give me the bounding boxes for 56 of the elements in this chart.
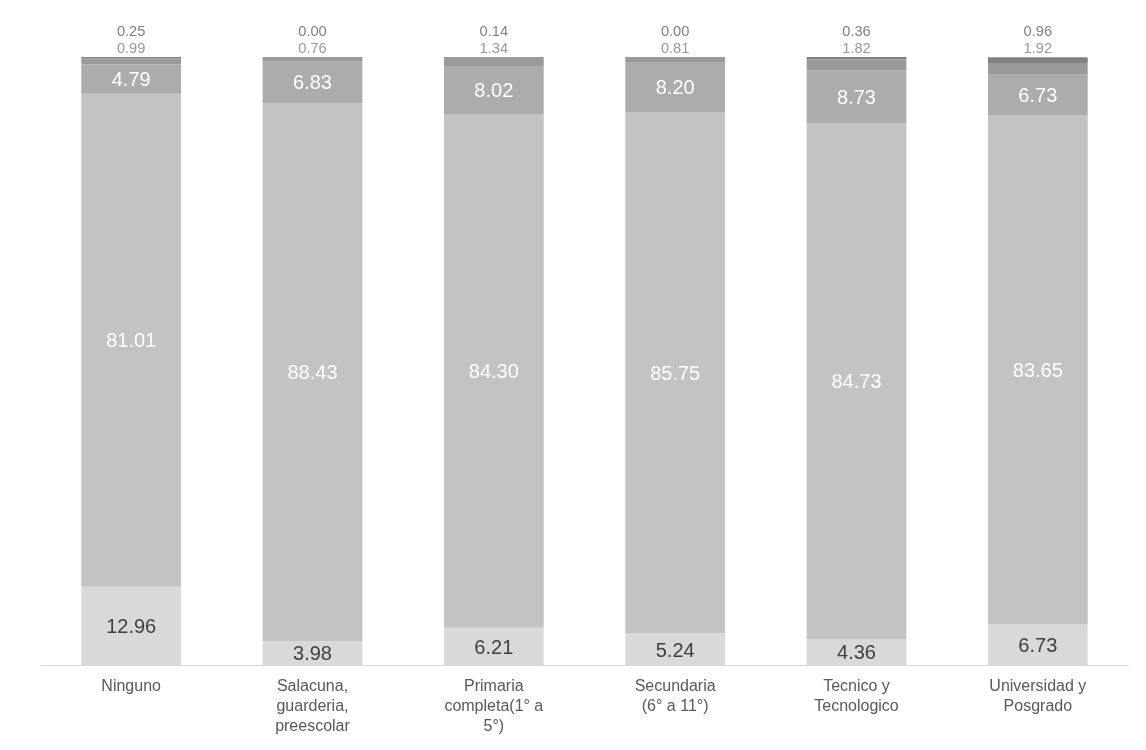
data-label: 5.24 <box>655 638 695 661</box>
data-label: 1.34 <box>479 40 509 57</box>
x-tick-label: Ninguno <box>101 676 162 694</box>
x-tick-label: Primaria completa(1° a 5°) <box>444 676 544 735</box>
data-label: 6.73 <box>1018 84 1058 107</box>
bar <box>806 123 907 639</box>
data-label: 8.73 <box>837 85 876 108</box>
data-label: 88.43 <box>287 361 338 384</box>
bar <box>625 111 726 634</box>
bar <box>81 58 182 65</box>
bar <box>806 70 907 124</box>
bar <box>81 93 182 587</box>
data-label: 0.81 <box>660 40 690 57</box>
data-label: 0.25 <box>116 23 146 40</box>
data-label: 0.00 <box>660 23 690 40</box>
data-label: 4.79 <box>111 68 151 91</box>
data-label: 8.20 <box>655 75 695 98</box>
bar <box>625 62 726 112</box>
data-label: 0.99 <box>116 40 146 57</box>
bar <box>987 57 1088 63</box>
bar <box>443 114 544 628</box>
bar <box>443 66 544 115</box>
data-label: 8.02 <box>474 79 514 102</box>
data-label: 0.36 <box>842 23 871 40</box>
bar <box>262 61 363 104</box>
x-tick-label: Tecnico y Tecnologico <box>814 676 899 714</box>
data-label: 0.76 <box>298 40 327 57</box>
data-label: 84.30 <box>468 360 519 383</box>
bar <box>81 64 182 94</box>
data-label: 12.96 <box>106 615 157 638</box>
x-tick-label: Salacuna, guarderia, preescolar <box>275 676 351 735</box>
data-label: 0.96 <box>1023 23 1053 40</box>
data-label: 6.73 <box>1018 634 1058 657</box>
bar <box>987 74 1088 116</box>
data-label: 0.00 <box>298 23 327 40</box>
bar <box>806 57 907 60</box>
data-label: 85.75 <box>650 361 701 384</box>
data-label: 1.92 <box>1023 40 1053 57</box>
data-label: 4.36 <box>837 641 876 664</box>
x-tick-label: Secundaria (6° a 11°) <box>634 676 716 714</box>
bar <box>443 57 544 67</box>
data-label: 83.65 <box>1012 359 1063 382</box>
bar <box>987 62 1088 75</box>
bar <box>987 115 1088 625</box>
x-tick-label: Universidad y Posgrado <box>989 676 1087 714</box>
data-label: 3.98 <box>293 642 332 665</box>
data-label: 0.14 <box>479 23 509 40</box>
data-label: 1.82 <box>842 40 871 57</box>
data-label: 6.21 <box>474 635 514 658</box>
data-label: 6.83 <box>293 71 332 94</box>
bar <box>625 57 726 62</box>
bar <box>806 59 907 71</box>
data-label: 81.01 <box>106 329 157 352</box>
bar <box>262 103 363 642</box>
data-label: 84.73 <box>831 370 882 393</box>
bar <box>262 57 363 62</box>
